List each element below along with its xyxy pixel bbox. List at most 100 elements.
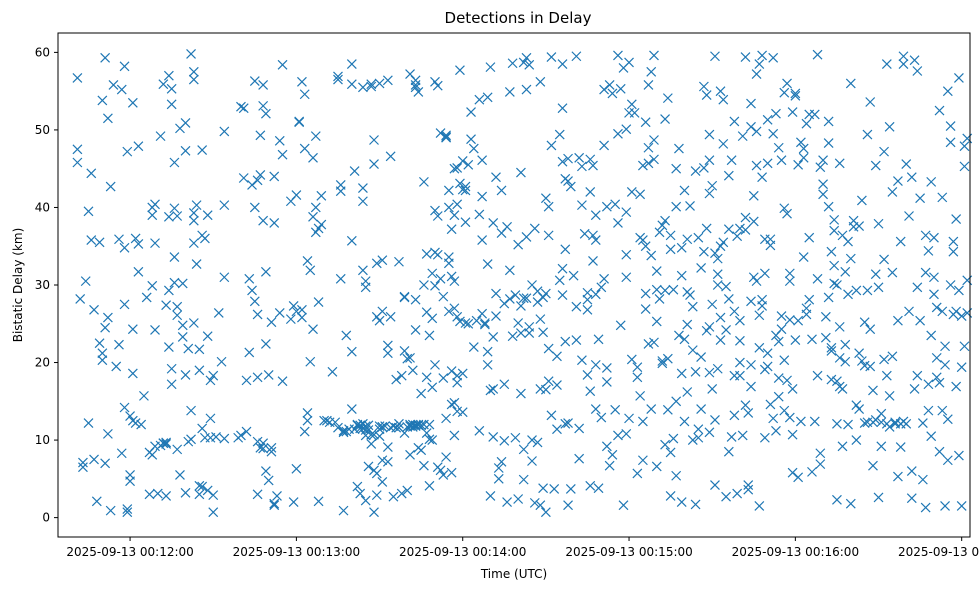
data-point	[183, 343, 194, 354]
data-point	[834, 352, 845, 363]
data-point	[72, 157, 83, 168]
data-point	[621, 124, 632, 135]
data-point	[521, 84, 532, 95]
data-point	[194, 365, 205, 376]
data-point	[662, 353, 673, 364]
data-point	[552, 351, 562, 362]
data-point	[255, 169, 266, 180]
data-point	[782, 208, 792, 219]
data-point	[382, 340, 393, 351]
data-point	[394, 256, 404, 267]
data-point	[252, 436, 263, 447]
data-point	[746, 121, 756, 132]
data-point	[91, 496, 102, 507]
data-point	[424, 434, 435, 445]
data-point	[557, 263, 568, 274]
data-point	[524, 328, 535, 338]
data-point	[449, 303, 460, 314]
y-tick-label: 60	[35, 45, 50, 59]
data-point	[188, 215, 199, 226]
data-point	[529, 223, 540, 234]
data-point	[119, 299, 130, 310]
data-point	[829, 225, 840, 236]
data-point	[258, 438, 269, 449]
data-point	[297, 304, 307, 315]
y-axis-label: Bistatic Delay (km)	[11, 228, 25, 343]
data-point	[186, 405, 196, 416]
data-point	[895, 236, 906, 247]
data-point	[649, 337, 659, 348]
data-point	[723, 446, 734, 457]
data-point	[89, 304, 99, 315]
data-point	[194, 344, 205, 355]
data-point	[693, 232, 704, 243]
data-point	[346, 404, 357, 414]
data-point	[382, 456, 393, 467]
data-point	[114, 234, 124, 245]
data-point	[405, 449, 415, 460]
data-point	[582, 294, 593, 305]
data-point	[139, 390, 149, 401]
data-point	[452, 377, 463, 388]
data-point	[959, 161, 970, 172]
data-point	[815, 459, 826, 470]
data-point	[693, 432, 704, 443]
data-point	[610, 199, 621, 210]
data-point	[255, 442, 266, 453]
data-point	[443, 185, 454, 196]
data-point	[654, 227, 665, 238]
data-point	[369, 159, 379, 169]
data-point	[277, 376, 288, 387]
data-point	[649, 135, 659, 145]
data-point	[576, 200, 587, 211]
data-point	[773, 142, 784, 153]
data-point	[865, 361, 876, 372]
data-point	[100, 52, 111, 63]
data-point	[78, 457, 88, 468]
data-point	[904, 211, 914, 221]
data-point	[119, 402, 130, 413]
data-point	[418, 176, 429, 187]
data-point	[909, 55, 920, 66]
data-point	[637, 416, 648, 427]
data-point	[704, 129, 715, 140]
data-point	[563, 500, 573, 511]
data-point	[676, 270, 687, 281]
data-point	[754, 501, 765, 511]
data-point	[851, 285, 862, 296]
data-point	[929, 272, 939, 283]
data-point	[172, 310, 183, 321]
data-point	[241, 375, 252, 386]
data-point	[557, 290, 568, 301]
data-point	[890, 417, 901, 428]
data-point	[671, 163, 682, 174]
data-point	[382, 442, 393, 452]
data-point	[357, 82, 368, 93]
data-point	[452, 162, 463, 173]
data-point	[269, 218, 280, 228]
data-point	[768, 52, 779, 63]
data-point	[460, 318, 471, 328]
data-point	[427, 313, 438, 324]
data-point	[654, 294, 665, 304]
data-point	[288, 301, 299, 311]
data-point	[460, 181, 471, 192]
data-point	[737, 131, 748, 142]
data-point	[213, 307, 224, 318]
data-point	[726, 432, 737, 442]
data-point	[357, 265, 368, 276]
data-point	[510, 290, 521, 301]
data-point	[260, 339, 271, 349]
data-point	[621, 249, 632, 260]
data-point	[244, 273, 255, 284]
data-point	[310, 202, 321, 213]
data-point	[191, 259, 202, 269]
data-point	[382, 348, 393, 359]
data-point	[455, 316, 465, 327]
data-point	[543, 230, 554, 241]
data-point	[665, 244, 676, 255]
data-point	[934, 377, 945, 388]
data-point	[455, 178, 465, 189]
data-point	[762, 114, 773, 125]
